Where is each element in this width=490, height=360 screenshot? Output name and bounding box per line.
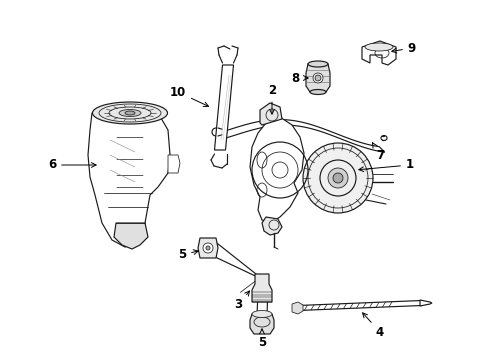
Text: 9: 9 <box>392 41 416 54</box>
Polygon shape <box>250 117 304 223</box>
Polygon shape <box>215 65 234 150</box>
Polygon shape <box>362 41 396 65</box>
Polygon shape <box>168 155 180 173</box>
Ellipse shape <box>203 243 213 253</box>
Text: 7: 7 <box>372 143 384 162</box>
Polygon shape <box>262 217 282 235</box>
Ellipse shape <box>315 75 321 81</box>
Text: 5: 5 <box>178 248 198 261</box>
Polygon shape <box>306 64 330 92</box>
Ellipse shape <box>365 43 393 51</box>
Ellipse shape <box>310 90 326 94</box>
Polygon shape <box>260 103 282 125</box>
Circle shape <box>303 143 373 213</box>
Polygon shape <box>250 314 274 334</box>
Text: 1: 1 <box>359 158 414 172</box>
Polygon shape <box>114 223 148 249</box>
Ellipse shape <box>119 109 141 117</box>
Polygon shape <box>88 103 170 247</box>
Text: 10: 10 <box>170 85 209 107</box>
Polygon shape <box>256 280 268 314</box>
Circle shape <box>333 173 343 183</box>
Circle shape <box>328 168 348 188</box>
Text: 2: 2 <box>268 84 276 114</box>
Text: 3: 3 <box>234 291 249 311</box>
Polygon shape <box>420 300 432 306</box>
Polygon shape <box>298 301 422 310</box>
Text: 6: 6 <box>48 158 96 171</box>
Polygon shape <box>252 274 272 302</box>
Polygon shape <box>198 238 218 258</box>
Text: 5: 5 <box>258 329 266 348</box>
Polygon shape <box>292 302 303 314</box>
Ellipse shape <box>206 246 210 250</box>
Text: 4: 4 <box>363 313 384 338</box>
Polygon shape <box>219 120 385 152</box>
Ellipse shape <box>125 111 135 115</box>
Polygon shape <box>213 240 268 282</box>
Ellipse shape <box>93 102 168 124</box>
Ellipse shape <box>313 73 323 83</box>
Ellipse shape <box>252 310 272 318</box>
Ellipse shape <box>308 61 328 67</box>
Text: 8: 8 <box>291 72 308 85</box>
